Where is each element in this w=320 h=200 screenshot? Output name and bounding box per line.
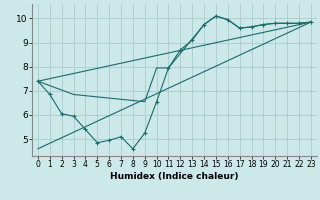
X-axis label: Humidex (Indice chaleur): Humidex (Indice chaleur)	[110, 172, 239, 181]
